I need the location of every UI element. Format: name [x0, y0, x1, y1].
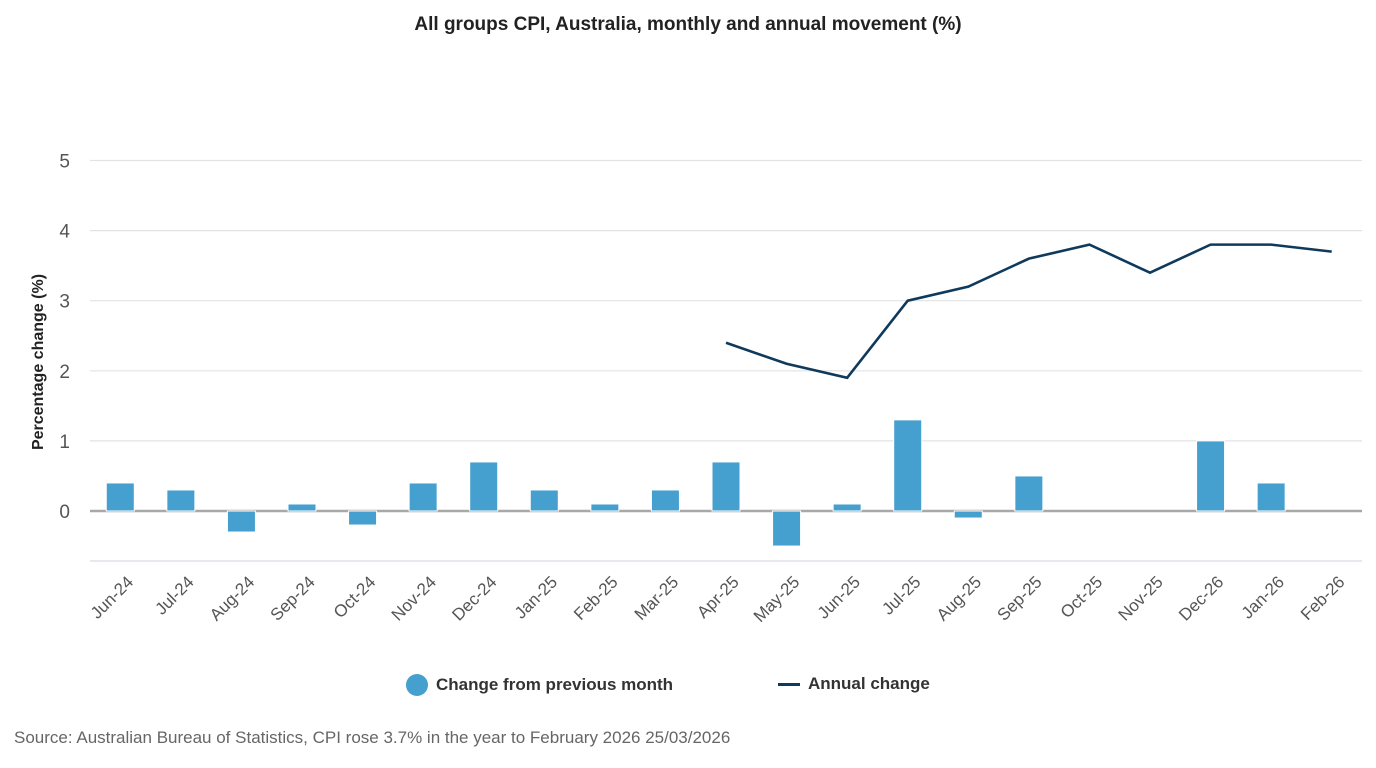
- bar: [348, 510, 378, 526]
- bar: [953, 510, 983, 519]
- bar: [226, 510, 256, 533]
- source-note: Source: Australian Bureau of Statistics,…: [14, 728, 731, 747]
- x-tick-label: Dec-26: [1175, 572, 1227, 624]
- legend-item-annual[interactable]: Annual change: [778, 674, 930, 694]
- annual-change-line: [725, 243, 1332, 380]
- x-tick-label: Jul-24: [152, 572, 198, 618]
- x-tick-label: Oct-25: [1057, 572, 1107, 622]
- bar: [1014, 475, 1044, 512]
- y-tick-label: 3: [59, 292, 70, 313]
- x-tick-label: Jan-25: [511, 572, 561, 622]
- bar: [650, 489, 680, 512]
- x-tick-label: Nov-25: [1115, 572, 1167, 624]
- bar: [1196, 440, 1226, 512]
- legend-label: Change from previous month: [436, 675, 674, 694]
- bar: [287, 503, 317, 512]
- bar: [832, 503, 862, 512]
- x-tick-label: Feb-25: [570, 572, 622, 624]
- legend-line-icon: [778, 682, 800, 686]
- x-tick-label: Aug-24: [206, 572, 258, 624]
- bar: [590, 503, 620, 512]
- x-tick-label: Oct-24: [330, 572, 380, 622]
- x-tick-label: Sep-24: [267, 572, 319, 624]
- y-tick-label: 1: [59, 432, 70, 453]
- bar: [1256, 482, 1286, 512]
- x-tick-label: Aug-25: [933, 572, 985, 624]
- legend-label: Annual change: [808, 674, 930, 693]
- y-tick-label: 4: [59, 222, 70, 243]
- bar: [772, 510, 802, 547]
- x-tick-label: Sep-25: [993, 572, 1045, 624]
- bar: [166, 489, 196, 512]
- x-tick-label: Jan-26: [1238, 572, 1288, 622]
- y-tick-label: 0: [59, 502, 70, 523]
- y-axis-label: Percentage change (%): [30, 274, 47, 450]
- x-tick-label: Jun-25: [814, 572, 864, 622]
- bar: [408, 482, 438, 512]
- x-tick-label: Dec-24: [448, 572, 500, 624]
- y-tick-label: 5: [59, 152, 70, 173]
- x-tick-label: Apr-25: [693, 572, 743, 622]
- chart-title: All groups CPI, Australia, monthly and a…: [414, 14, 962, 35]
- bar: [711, 461, 741, 512]
- x-tick-label: Mar-25: [631, 572, 683, 624]
- bar: [469, 461, 499, 512]
- bar: [529, 489, 559, 512]
- x-tick-label: Jun-24: [87, 572, 137, 622]
- bar: [105, 482, 135, 512]
- x-tick-label: May-25: [750, 572, 804, 626]
- legend-item-monthly[interactable]: Change from previous month: [406, 674, 673, 696]
- legend-circle-icon: [406, 674, 428, 696]
- x-tick-label: Nov-24: [388, 572, 440, 624]
- x-tick-label: Feb-26: [1297, 572, 1349, 624]
- bar: [893, 419, 923, 512]
- x-tick-label: Jul-25: [878, 572, 924, 618]
- y-tick-label: 2: [59, 362, 70, 383]
